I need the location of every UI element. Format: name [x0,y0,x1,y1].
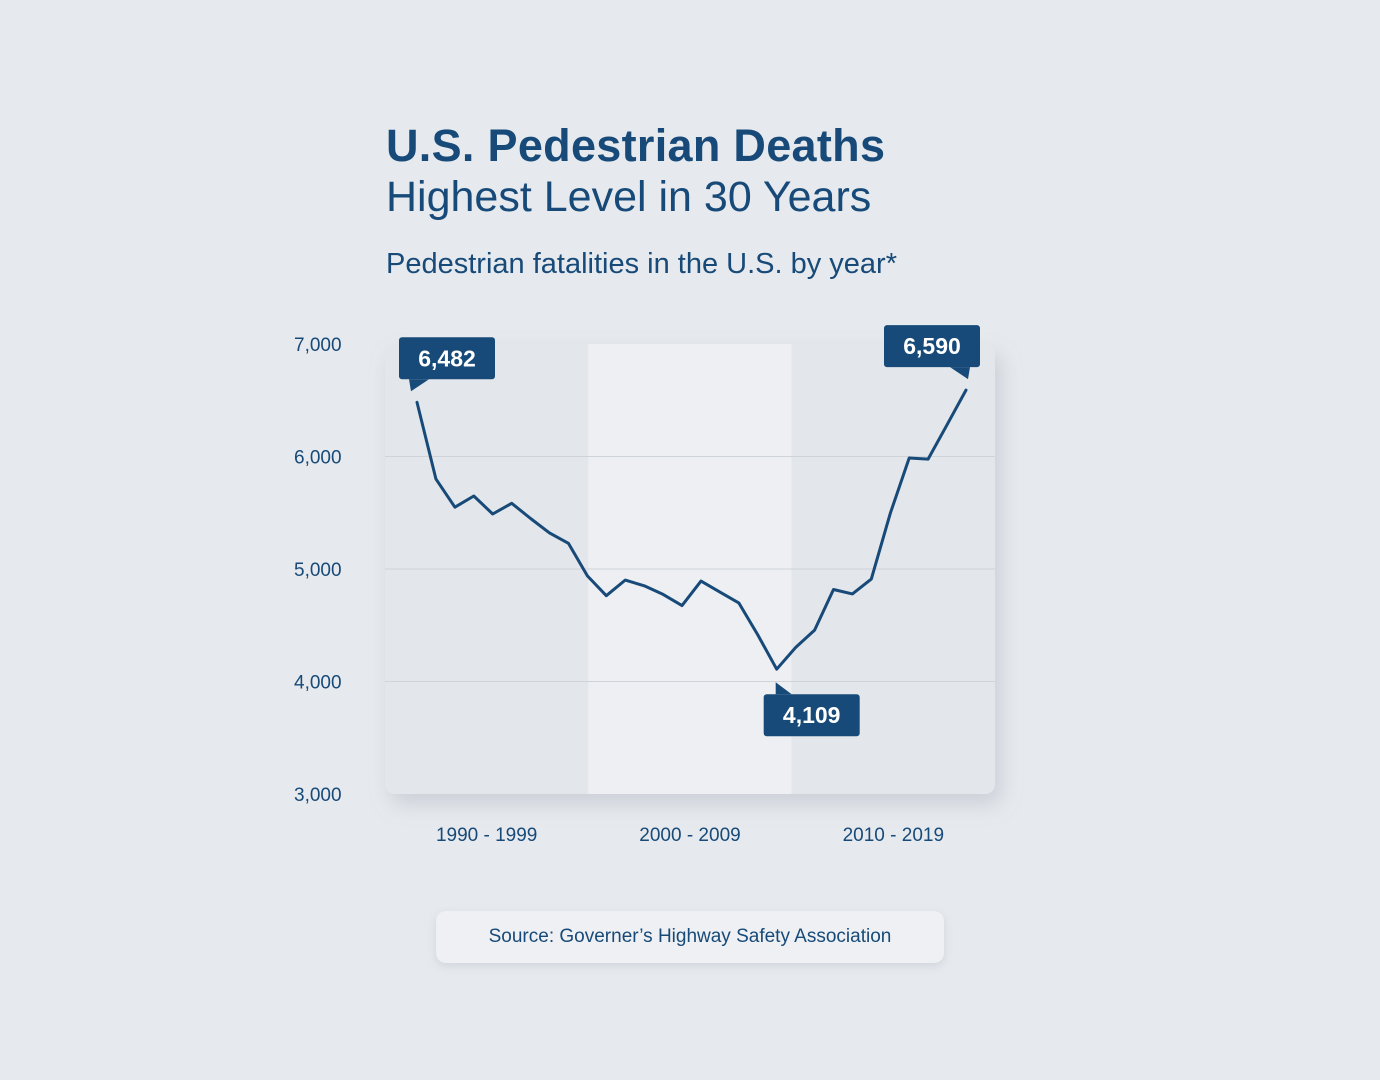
callout-label: 4,109 [783,702,841,728]
data-point-2001 [623,578,627,582]
data-point-2013 [850,592,854,596]
data-point-2007 [737,601,741,605]
callout-2019: 6,590 [884,325,980,380]
x-group-label: 2010 - 2019 [843,825,944,846]
data-point-2005 [699,579,703,583]
chart-title: U.S. Pedestrian Deaths Highest Level in … [386,120,885,222]
x-group-label: 2000 - 2009 [639,825,740,846]
chart-subtitle: Pedestrian fatalities in the U.S. by yea… [386,248,897,280]
data-point-2014 [869,577,873,581]
data-point-1997 [548,531,552,535]
callout-label: 6,590 [903,333,961,359]
data-point-1993 [472,494,476,498]
callout-2009: 4,109 [763,682,860,737]
data-point-2000 [604,594,608,598]
data-point-2015 [888,511,892,515]
x-group-label: 1990 - 1999 [436,825,537,846]
series-line [415,388,968,671]
data-point-1995 [510,501,514,505]
data-point-1994 [491,512,495,516]
y-tick-label: 3,000 [294,785,342,806]
data-point-1992 [453,505,457,509]
data-point-1999 [585,574,589,578]
data-point-1998 [566,541,570,545]
data-point-1991 [434,477,438,481]
data-point-2012 [831,587,835,591]
y-tick-label: 4,000 [294,673,342,694]
data-point-2011 [813,628,817,632]
data-point-2019 [964,388,968,392]
data-point-1996 [529,516,533,520]
y-tick-label: 5,000 [294,560,342,581]
title-line-1: U.S. Pedestrian Deaths [386,120,886,171]
callout-label: 6,482 [418,345,476,371]
data-point-2002 [642,584,646,588]
data-point-2017 [926,457,930,461]
data-point-2006 [718,590,722,594]
y-tick-label: 6,000 [294,448,342,469]
data-point-2008 [756,633,760,637]
source-note: Source: Governer’s Highway Safety Associ… [436,911,944,963]
callout-1990: 6,482 [399,337,495,392]
data-point-2009 [775,667,779,671]
title-line-2: Highest Level in 30 Years [386,173,872,221]
data-point-2010 [794,646,798,650]
data-point-2018 [945,423,949,427]
data-point-2016 [907,456,911,460]
data-point-1990 [415,400,419,404]
data-point-2004 [680,604,684,608]
y-tick-label: 7,000 [294,335,342,356]
data-point-2003 [661,592,665,596]
